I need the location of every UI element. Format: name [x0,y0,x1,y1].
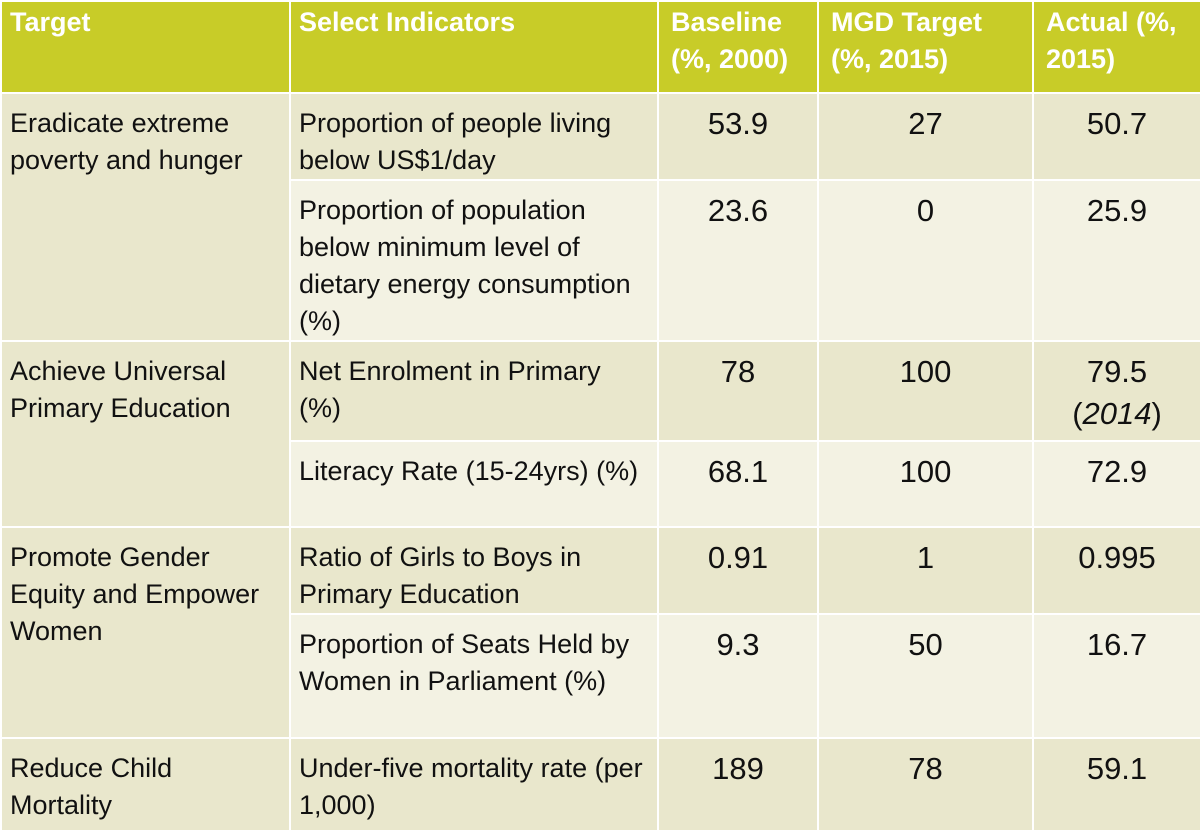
table-row: Literacy Rate (15-24yrs) (%) 68.1 100 72… [1,440,1200,528]
indicator-cell: Proportion of population below minimum l… [289,179,659,342]
actual-cell: 59.1 [1032,737,1200,832]
table-row: Proportion of Seats Held by Women in Par… [1,613,1200,739]
table-row: Eradicate extreme poverty and hunger Pro… [0,92,1200,342]
actual-year-note: 2014 [1082,396,1152,431]
baseline-cell: 9.3 [657,613,819,739]
target-cell: Achieve Universal Primary Education [0,340,291,528]
mdg-target-cell: 78 [817,737,1034,832]
actual-cell: 0.995 [1032,526,1200,615]
indicator-cell: Literacy Rate (15-24yrs) (%) [289,440,659,528]
indicator-cell: Proportion of people living below US$1/d… [289,92,659,181]
actual-cell: 72.9 [1032,440,1200,528]
actual-cell: 50.7 [1032,92,1200,181]
baseline-cell: 53.9 [657,92,819,181]
header-target: Target [0,0,291,94]
header-indicators: Select Indicators [289,0,659,94]
header-mdg-target: MGD Target (%, 2015) [817,0,1034,94]
baseline-cell: 189 [657,737,819,832]
header-row: Target Select Indicators Baseline (%, 20… [0,0,1200,94]
mdg-target-cell: 27 [817,92,1034,181]
table-row: Promote Gender Equity and Empower Women … [0,526,1200,739]
table-row: Proportion of population below minimum l… [1,179,1200,342]
baseline-cell: 0.91 [657,526,819,615]
mdg-target-cell: 100 [817,340,1034,442]
indicator-cell: Proportion of Seats Held by Women in Par… [289,613,659,739]
header-actual: Actual (%, 2015) [1032,0,1200,94]
table-row: Reduce Child Mortality Under-five mortal… [0,737,1200,832]
table-row: Achieve Universal Primary Education Net … [0,340,1200,528]
mdg-target-cell: 50 [817,613,1034,739]
baseline-cell: 23.6 [657,179,819,342]
actual-cell: 16.7 [1032,613,1200,739]
target-cell: Promote Gender Equity and Empower Women [0,526,291,739]
indicator-cell: Ratio of Girls to Boys in Primary Educat… [289,526,659,615]
header-baseline: Baseline (%, 2000) [657,0,819,94]
target-cell: Reduce Child Mortality [0,737,291,832]
mdg-target-cell: 0 [817,179,1034,342]
mdg-target-cell: 100 [817,440,1034,528]
actual-cell: 79.5 (2014) [1032,340,1200,442]
indicator-cell: Net Enrolment in Primary (%) [289,340,659,442]
baseline-cell: 78 [657,340,819,442]
actual-value: 79.5 [1086,354,1148,389]
indicator-cell: Under-five mortality rate (per 1,000) [289,737,659,832]
actual-cell: 25.9 [1032,179,1200,342]
target-cell: Eradicate extreme poverty and hunger [0,92,291,342]
mdg-target-cell: 1 [817,526,1034,615]
baseline-cell: 68.1 [657,440,819,528]
